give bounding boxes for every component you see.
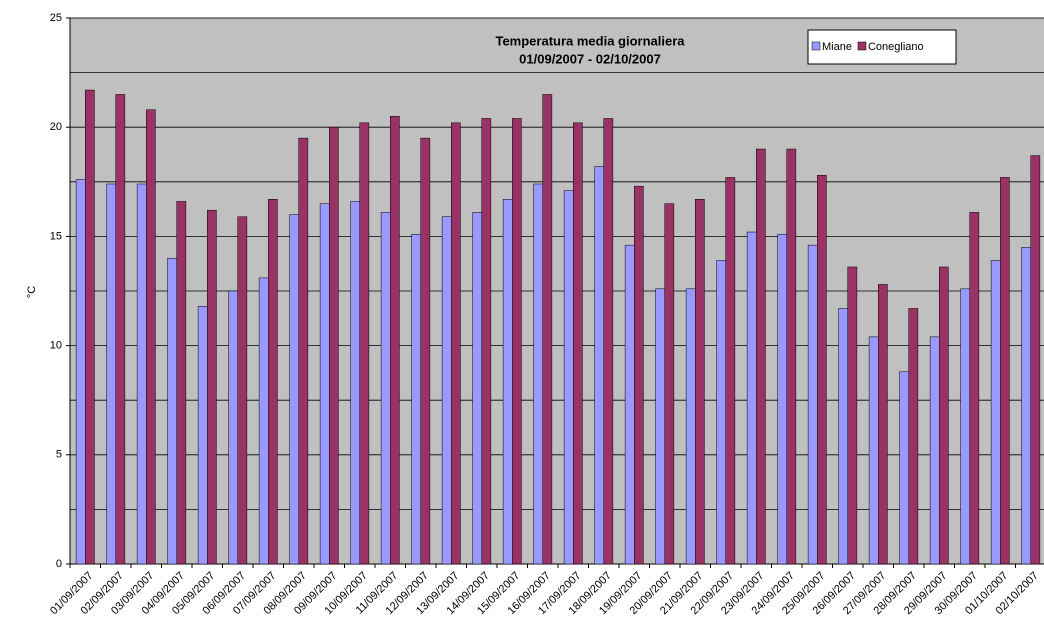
bar xyxy=(969,212,980,565)
bar xyxy=(75,179,86,565)
bar xyxy=(664,203,675,565)
y-tick-label: 25 xyxy=(50,12,62,24)
bar xyxy=(481,118,492,565)
bar xyxy=(472,212,483,565)
bar xyxy=(756,148,766,565)
bar xyxy=(777,233,787,565)
bar xyxy=(106,183,116,565)
bar xyxy=(411,233,422,565)
bar xyxy=(847,266,858,565)
bar xyxy=(136,183,147,565)
y-tick-label: 5 xyxy=(56,449,62,461)
bar xyxy=(685,288,696,565)
bar xyxy=(603,118,614,565)
bar xyxy=(655,288,665,565)
bar xyxy=(817,174,827,565)
bar xyxy=(441,216,452,565)
bar xyxy=(197,306,208,565)
bar xyxy=(228,290,239,565)
bar xyxy=(258,277,269,565)
bar xyxy=(237,216,248,565)
bar xyxy=(268,199,278,565)
bar xyxy=(533,183,543,565)
bar xyxy=(207,209,217,565)
bar xyxy=(380,212,391,565)
bar xyxy=(878,284,888,565)
bar xyxy=(390,116,400,565)
bar xyxy=(960,288,970,565)
bar xyxy=(716,260,726,565)
bar xyxy=(298,137,309,565)
legend-label: Conegliano xyxy=(868,41,924,53)
bar xyxy=(695,199,705,565)
chart-subtitle: 01/09/2007 - 02/10/2007 xyxy=(519,51,661,66)
bar xyxy=(786,148,797,565)
bar xyxy=(838,308,848,565)
bar xyxy=(512,118,522,565)
legend-swatch xyxy=(857,41,867,51)
y-tick-label: 0 xyxy=(56,558,62,570)
bar xyxy=(451,122,461,565)
y-tick-label: 15 xyxy=(50,230,62,242)
bar xyxy=(634,185,644,565)
bar xyxy=(329,126,339,565)
bar xyxy=(908,308,919,565)
legend-swatch xyxy=(811,41,821,51)
bar xyxy=(359,122,370,565)
bar xyxy=(502,199,513,565)
bar xyxy=(746,231,757,565)
bar xyxy=(289,214,300,565)
bar xyxy=(1000,177,1010,565)
bar xyxy=(350,201,361,565)
bar xyxy=(420,137,431,565)
bar xyxy=(807,244,818,565)
y-tick-label: 20 xyxy=(50,121,62,133)
bar xyxy=(176,201,187,565)
legend-label: Miane xyxy=(822,41,852,53)
bar xyxy=(146,109,156,565)
bar xyxy=(85,89,95,565)
bar xyxy=(939,266,949,565)
bar xyxy=(868,336,879,565)
bar xyxy=(573,122,583,565)
bar xyxy=(1021,247,1031,565)
bar xyxy=(899,371,909,565)
bar xyxy=(167,257,178,565)
bar xyxy=(929,336,940,565)
bar xyxy=(542,94,553,565)
bar xyxy=(319,203,330,565)
bar xyxy=(563,190,574,565)
bar xyxy=(594,166,604,565)
legend-box xyxy=(807,29,957,65)
y-axis-label: °C xyxy=(26,286,38,298)
bar xyxy=(624,244,635,565)
chart-title: Temperatura media giornaliera xyxy=(495,33,685,48)
bar xyxy=(115,94,126,565)
bar xyxy=(725,177,736,565)
bar xyxy=(990,260,1001,565)
y-tick-label: 10 xyxy=(50,340,62,352)
bar xyxy=(1030,155,1041,565)
